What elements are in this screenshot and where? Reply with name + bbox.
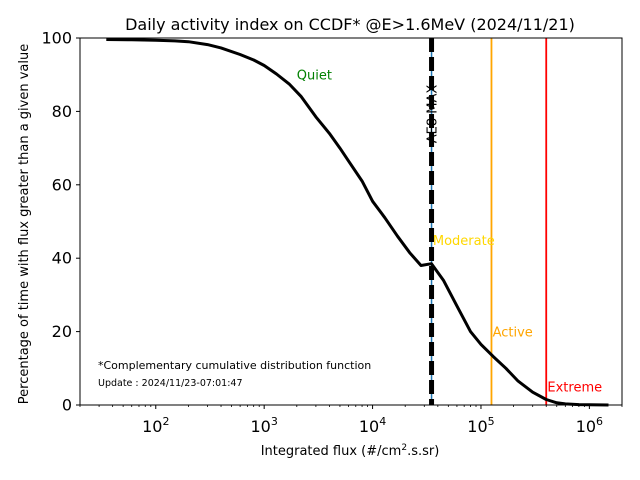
y-tick-label: 40 [52, 249, 72, 268]
y-axis-ticks: 0 20 40 60 80 100 [41, 29, 80, 415]
chart-title: Daily activity index on CCDF* @E>1.6MeV … [125, 15, 575, 34]
y-tick-label: 60 [52, 175, 72, 194]
axes-frame [79, 37, 623, 406]
y-axis-label: Percentage of time with flux greater tha… [17, 44, 32, 404]
annotation-moderate: Moderate [433, 234, 495, 249]
annotation-extreme: Extreme [547, 381, 602, 396]
annotation-active: Active [493, 326, 533, 341]
x-axis-label-suffix: .s.sr) [407, 444, 439, 459]
x-tick-label: 104 [359, 415, 386, 436]
x-axis-label: Integrated flux (#/cm2.s.sr) [261, 443, 440, 459]
y-tick-label: 0 [62, 396, 72, 415]
x-tick-label: 106 [576, 415, 603, 436]
ae8-max-label: AE8 MAX [426, 85, 441, 144]
annotation-quiet: Quiet [297, 69, 332, 84]
x-tick-label: 102 [142, 415, 169, 436]
y-tick-label: 100 [41, 29, 72, 48]
footnote: *Complementary cumulative distribution f… [98, 359, 371, 372]
y-tick-label: 20 [52, 322, 72, 341]
update-timestamp: Update : 2024/11/23-07:01:47 [98, 378, 243, 389]
x-axis-ticks: 102 103 104 105 106 [79, 405, 623, 436]
x-tick-label: 105 [467, 415, 494, 436]
plot-area: AE8 MAX Quiet Moderate Active Extreme [106, 38, 609, 407]
y-tick-label: 80 [52, 102, 72, 121]
x-tick-label: 103 [250, 415, 277, 436]
ccdf-series-line [106, 38, 609, 407]
x-axis-label-sup: 2 [401, 443, 407, 453]
x-axis-label-prefix: Integrated flux (#/cm [261, 444, 402, 459]
